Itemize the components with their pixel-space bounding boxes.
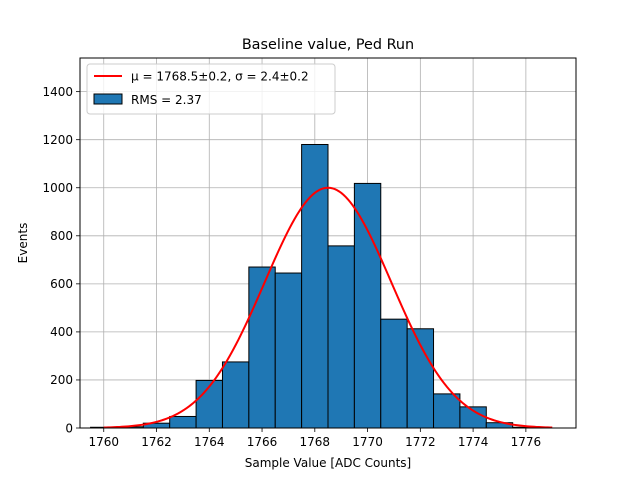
y-tick-label: 1400 (42, 85, 73, 99)
plot-frame (79, 57, 577, 429)
y-tick-label: 600 (50, 277, 73, 291)
legend-fit-label: μ = 1768.5±0.2, σ = 2.4±0.2 (131, 70, 309, 84)
histogram-bar (353, 182, 382, 429)
y-axis-ticks: 0 200 400 600 800 1000 1200 1400 (42, 85, 80, 435)
y-tick-label: 1200 (42, 133, 73, 147)
x-tick-label: 1766 (247, 435, 278, 449)
legend-box (86, 63, 336, 115)
x-tick-label: 1762 (141, 435, 172, 449)
x-tick-label: 1760 (88, 435, 119, 449)
histogram-bar (169, 415, 197, 429)
x-tick-label: 1776 (511, 435, 542, 449)
x-tick-label: 1768 (300, 435, 331, 449)
histogram-bar (380, 318, 408, 429)
histogram-bar (248, 266, 276, 429)
y-tick-label: 0 (65, 421, 73, 435)
x-axis-label: Sample Value [ADC Counts] (245, 456, 411, 470)
histogram-bar (274, 272, 303, 429)
histogram-bar (221, 361, 250, 429)
chart-title: Baseline value, Ped Run (242, 37, 414, 53)
legend-histogram-swatch (93, 93, 123, 105)
histogram-bar (433, 393, 461, 429)
histogram-bars (90, 143, 540, 429)
histogram-bar (301, 143, 329, 429)
legend: μ = 1768.5±0.2, σ = 2.4±0.2 RMS = 2.37 (86, 63, 336, 115)
x-tick-label: 1774 (458, 435, 489, 449)
y-tick-label: 400 (50, 325, 73, 339)
legend-histogram-label: RMS = 2.37 (131, 93, 202, 107)
x-tick-label: 1764 (194, 435, 225, 449)
histogram-bar (327, 245, 355, 429)
gaussian-fit (103, 186, 553, 429)
x-tick-label: 1772 (405, 435, 436, 449)
y-tick-label: 200 (50, 373, 73, 387)
y-axis-label: Events (16, 223, 30, 264)
y-tick-label: 1000 (42, 181, 73, 195)
x-tick-label: 1770 (352, 435, 383, 449)
fit-curve (103, 186, 553, 429)
x-axis-ticks: 1760 1762 1764 1766 1768 1770 1772 1774 1776 (88, 428, 541, 449)
y-tick-label: 800 (50, 229, 73, 243)
